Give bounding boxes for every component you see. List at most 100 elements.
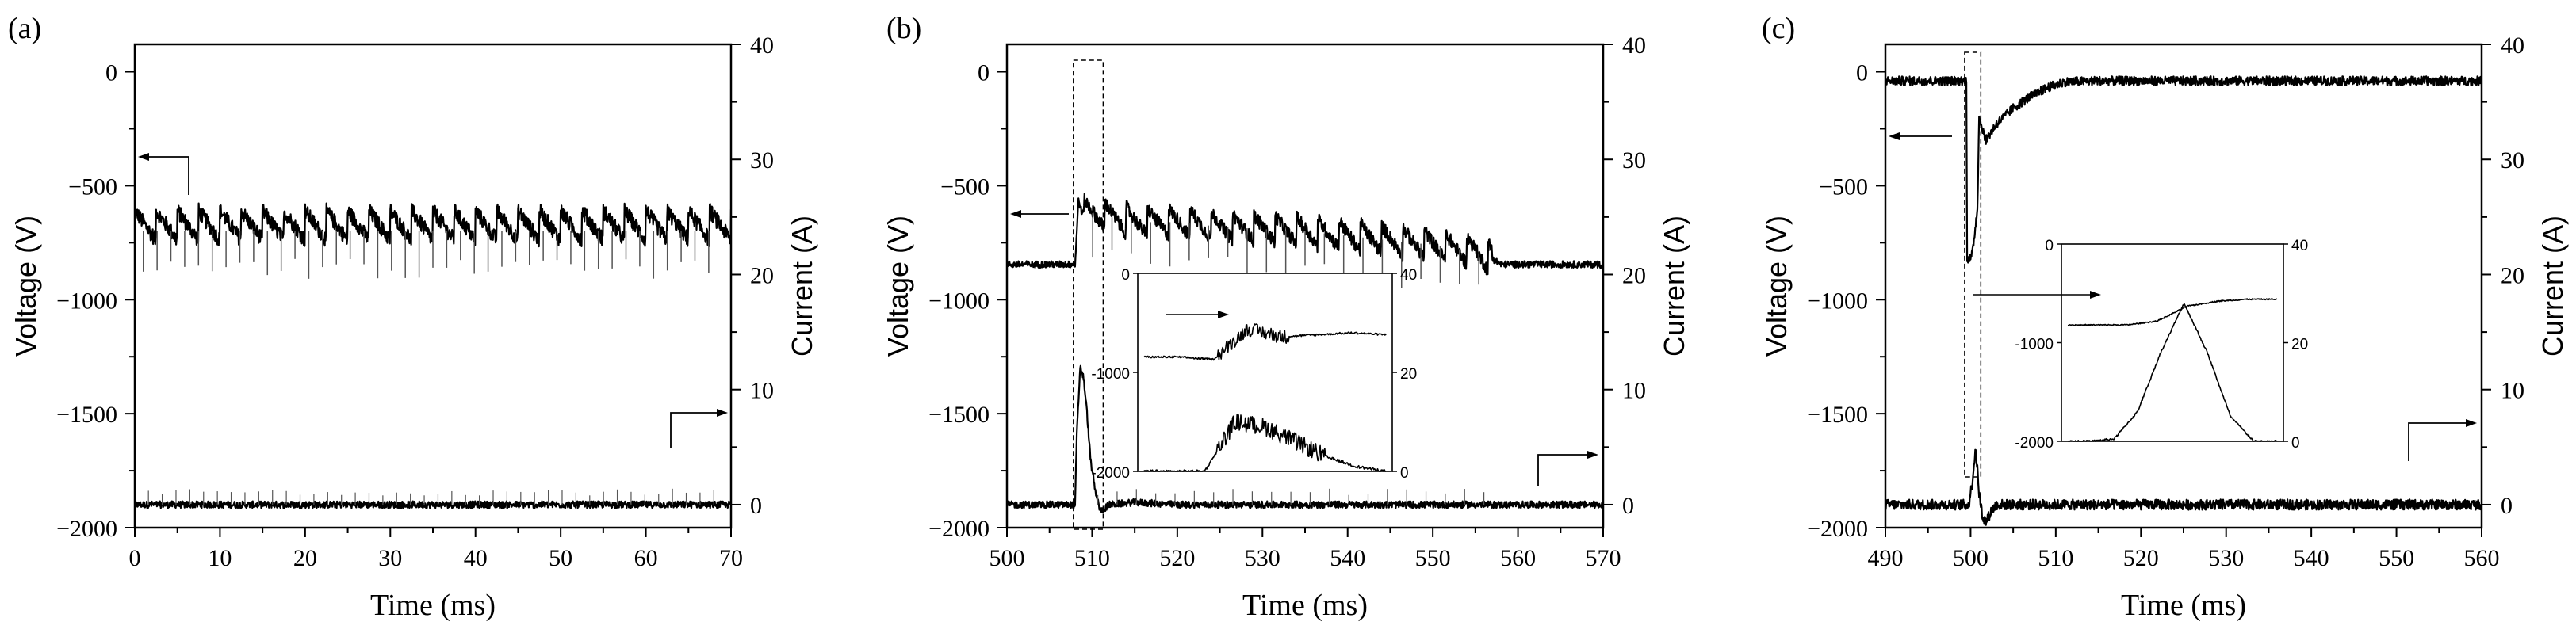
y-right-tick-label: 40: [2501, 32, 2524, 59]
y-right-tick-label: 30: [2501, 147, 2524, 174]
data-area: [1007, 193, 1603, 514]
y-right-axis-label: Current (A): [1658, 216, 1690, 357]
inset: 0 -1000 -2000 40 20 0: [1091, 267, 1417, 482]
y-left-tick-label: −2000: [1807, 516, 1868, 542]
inset-arrow-head: [1218, 311, 1229, 318]
inset: 0 -1000 -2000 40 20 0: [1973, 238, 2308, 452]
x-tick-label: 50: [549, 545, 572, 571]
y-right-tick-label: 20: [1622, 262, 1646, 288]
x-tick-label: 500: [1953, 545, 1988, 571]
current-axis-arrow-head: [2466, 419, 2477, 427]
inset-y-right-tick-label: 40: [1400, 267, 1417, 284]
inset-y-right-tick-label: 40: [2291, 238, 2308, 254]
x-tick-label: 510: [2038, 545, 2073, 571]
y-right-tick-label: 10: [750, 378, 774, 404]
y-left-tick-label: −500: [940, 174, 989, 200]
inset-y-left-tick-label: -2000: [1091, 465, 1130, 482]
voltage-series-line: [1007, 193, 1603, 276]
inset-frame: [2061, 243, 2284, 442]
panel-c: (c) 490 500 510 520 530 540 550 560 Time (ms) 0 −50…: [1760, 12, 2569, 622]
current-series-line: [1007, 364, 1603, 514]
panel-a: (a) 0 10 20 30 40 50 60 70 Time (ms) 0 −500 −1000 −15…: [8, 12, 818, 622]
x-tick-label: 30: [378, 545, 402, 571]
x-tick-label: 570: [1586, 545, 1621, 571]
inset-current-line: [1143, 414, 1386, 472]
x-tick-label: 550: [1415, 545, 1451, 571]
voltage-axis-arrow-head: [1889, 132, 1900, 140]
x-tick-label: 20: [293, 545, 317, 571]
y-left-tick-label: −1000: [928, 288, 989, 314]
y-left-tick-label: −1500: [928, 402, 989, 428]
y-left-tick-label: −2000: [56, 516, 117, 542]
inset-voltage-line: [2067, 298, 2278, 326]
y-left-tick-label: 0: [978, 60, 989, 86]
current-axis-arrow-head: [1587, 451, 1598, 459]
zoom-region-box: [1073, 59, 1104, 530]
x-tick-label: 540: [2294, 545, 2329, 571]
y-right-tick-label: 40: [750, 32, 774, 59]
x-axis-label: Time (ms): [370, 589, 496, 622]
y-left-tick-label: −2000: [928, 516, 989, 542]
y-left-tick-label: −1000: [1807, 288, 1868, 314]
y-left-axis-label: Voltage (V): [10, 216, 42, 357]
current-axis-arrow: [670, 412, 718, 448]
y-right-tick-label: 10: [2501, 378, 2524, 404]
x-tick-label: 530: [2208, 545, 2244, 571]
panel-label: (b): [886, 12, 921, 45]
voltage-axis-arrow: [147, 156, 189, 195]
x-tick-label: 60: [634, 545, 658, 571]
x-tick-label: 540: [1330, 545, 1365, 571]
panel-b: (b) 500 510 520 530 540 550 560 570 Time (ms) 0 −50…: [882, 12, 1690, 622]
y-left-tick-label: 0: [105, 60, 117, 86]
x-tick-label: 510: [1074, 545, 1110, 571]
x-tick-label: 560: [1500, 545, 1536, 571]
current-series-line: [135, 500, 731, 509]
y-right-tick-label: 20: [750, 262, 774, 288]
inset-y-left-tick-label: 0: [2045, 238, 2054, 254]
inset-current-line: [2067, 303, 2278, 442]
y-right-tick-label: 0: [750, 493, 762, 519]
x-axis-label: Time (ms): [2121, 589, 2246, 622]
x-tick-label: 560: [2464, 545, 2500, 571]
y-right-tick-label: 40: [1622, 32, 1646, 59]
plot-frame: [133, 43, 733, 529]
y-left-tick-label: −1500: [1807, 402, 1868, 428]
inset-y-left-tick-label: -1000: [2015, 337, 2054, 353]
y-left-tick-label: −500: [1819, 174, 1868, 200]
inset-y-left-tick-label: 0: [1121, 267, 1130, 284]
y-left-tick-label: −1000: [56, 288, 117, 314]
x-tick-label: 0: [129, 545, 141, 571]
x-tick-label: 520: [1159, 545, 1195, 571]
data-area: [1885, 75, 2482, 526]
x-tick-label: 530: [1245, 545, 1280, 571]
x-tick-label: 520: [2123, 545, 2159, 571]
y-left-tick-label: 0: [1856, 60, 1868, 86]
y-left-axis-label: Voltage (V): [882, 216, 914, 357]
inset-voltage-line: [1143, 323, 1387, 361]
inset-y-left-tick-label: -1000: [1091, 366, 1130, 383]
inset-y-right-tick-label: 20: [2291, 337, 2308, 353]
current-axis-arrow: [1537, 454, 1589, 486]
panel-label: (c): [1762, 12, 1795, 45]
data-area: [135, 202, 731, 509]
inset-y-right-tick-label: 0: [1400, 465, 1409, 482]
y-right-tick-label: 30: [750, 147, 774, 174]
y-right-tick-label: 20: [2501, 262, 2524, 288]
zoom-region-box: [1964, 51, 1982, 478]
y-right-axis-label: Current (A): [2536, 216, 2569, 357]
y-left-tick-label: −1500: [56, 402, 117, 428]
y-right-axis-label: Current (A): [786, 216, 818, 357]
inset-y-left-tick-label: -2000: [2015, 435, 2054, 452]
y-right-tick-label: 0: [2501, 493, 2513, 519]
voltage-axis-arrow-head: [1010, 210, 1021, 218]
inset-y-right-tick-label: 0: [2291, 435, 2300, 452]
x-axis-label: Time (ms): [1242, 589, 1368, 622]
x-tick-label: 550: [2379, 545, 2414, 571]
y-right-tick-label: 0: [1622, 493, 1634, 519]
voltage-axis-arrow-head: [138, 153, 149, 161]
current-series-line: [1885, 448, 2482, 526]
inset-frame: [1137, 273, 1393, 472]
x-tick-label: 500: [989, 545, 1025, 571]
inset-y-right-tick-label: 20: [1400, 366, 1417, 383]
